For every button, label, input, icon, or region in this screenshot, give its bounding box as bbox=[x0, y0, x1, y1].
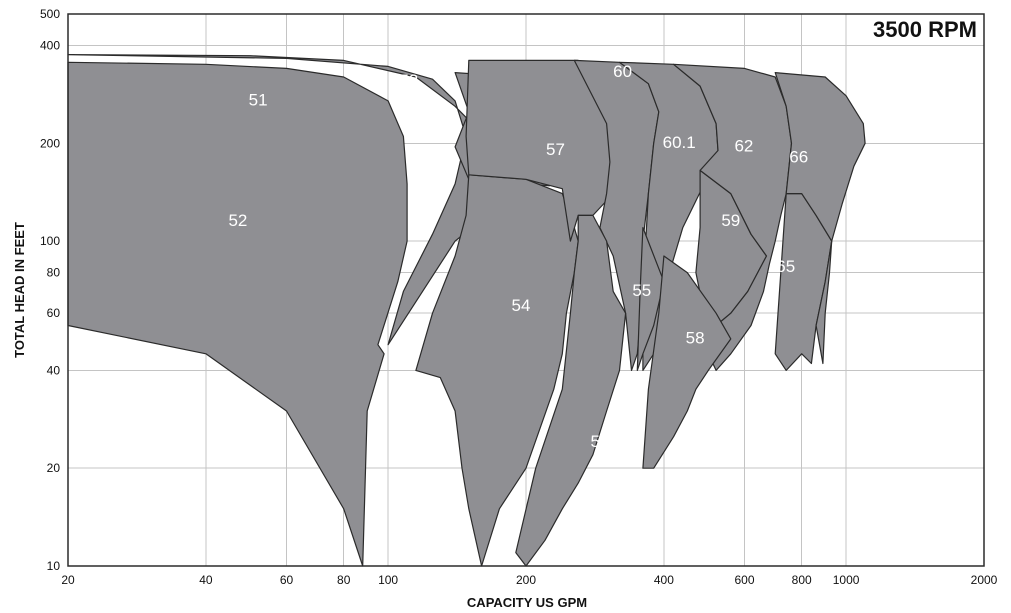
model-region-56 bbox=[515, 214, 627, 567]
model-region-58 bbox=[642, 255, 732, 469]
model-label-58: 58 bbox=[686, 328, 705, 347]
y-tick-label: 200 bbox=[40, 136, 60, 150]
axis-ticks: 20 40 60 80 100 200 400 600 800 1000 2000102040608… bbox=[40, 7, 998, 587]
y-tick-label: 400 bbox=[40, 39, 60, 53]
model-region-66 bbox=[774, 71, 866, 365]
x-axis-title: CAPACITY US GPM bbox=[467, 595, 587, 610]
chart-title: 3500 RPM bbox=[873, 17, 977, 42]
x-tick-label: 40 bbox=[199, 573, 213, 587]
model-label-55: 55 bbox=[632, 281, 651, 300]
model-label-56: 56 bbox=[590, 432, 609, 451]
x-tick-label: 800 bbox=[792, 573, 812, 587]
x-tick-label: 200 bbox=[516, 573, 536, 587]
y-axis-title: TOTAL HEAD IN FEET bbox=[12, 222, 27, 358]
y-tick-label: 20 bbox=[47, 461, 61, 475]
y-tick-label: 500 bbox=[40, 7, 60, 21]
model-label-66: 66 bbox=[789, 148, 808, 167]
model-region-52 bbox=[67, 61, 408, 567]
model-label-60-1: 60.1 bbox=[663, 133, 696, 152]
y-tick-label: 40 bbox=[47, 363, 61, 377]
model-region-54 bbox=[415, 174, 579, 567]
model-label-62: 62 bbox=[734, 136, 753, 155]
y-tick-label: 10 bbox=[47, 559, 61, 573]
model-label-57: 57 bbox=[546, 140, 565, 159]
plot-frame bbox=[67, 13, 985, 567]
y-tick-label: 80 bbox=[47, 266, 61, 280]
y-tick-label: 60 bbox=[47, 306, 61, 320]
pump-model-regions bbox=[67, 53, 866, 567]
model-label-53: 53 bbox=[399, 71, 418, 90]
model-label-52: 52 bbox=[228, 211, 247, 230]
model-label-60: 60 bbox=[613, 62, 632, 81]
model-label-51: 51 bbox=[249, 90, 268, 109]
x-tick-label: 400 bbox=[654, 573, 674, 587]
x-tick-label: 100 bbox=[378, 573, 398, 587]
model-label-54: 54 bbox=[512, 296, 531, 315]
x-tick-label: 2000 bbox=[971, 573, 998, 587]
x-tick-label: 600 bbox=[734, 573, 754, 587]
y-tick-label: 100 bbox=[40, 234, 60, 248]
x-tick-label: 1000 bbox=[833, 573, 860, 587]
x-tick-label: 80 bbox=[337, 573, 351, 587]
model-label-59: 59 bbox=[721, 211, 740, 230]
x-tick-label: 60 bbox=[280, 573, 294, 587]
model-region-51 bbox=[67, 53, 551, 346]
x-tick-label: 20 bbox=[61, 573, 75, 587]
model-label-65: 65 bbox=[776, 257, 795, 276]
pump-model-labels: 51 53 52 54 57 60 60.1 55 59 62 58 56 65 66 bbox=[228, 62, 808, 451]
